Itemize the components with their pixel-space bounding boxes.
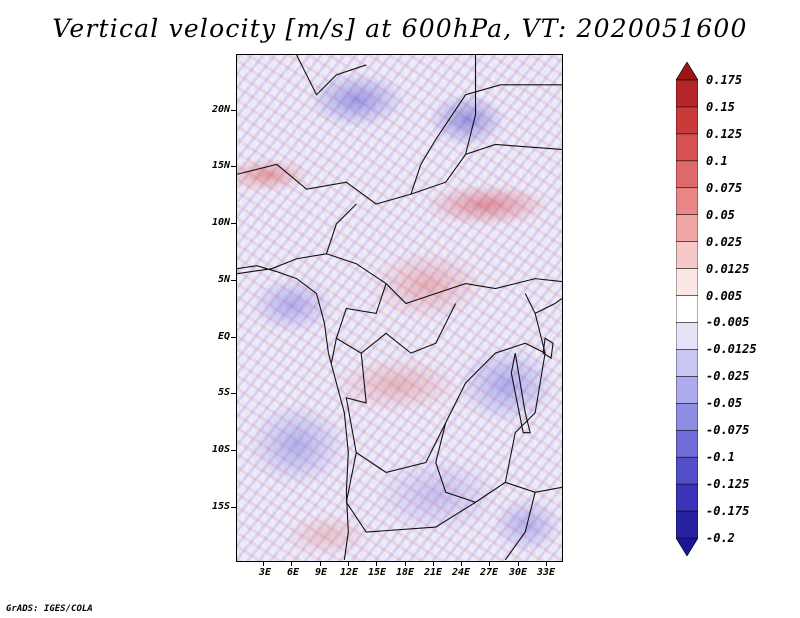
colorbar-level-label: 0.025 [706, 234, 743, 249]
lon-label: 3E [258, 567, 272, 578]
colorbar-swatch [676, 295, 698, 324]
colorbar-swatch [676, 106, 698, 135]
country-borders [237, 55, 562, 560]
colorbar-level-label: -0.05 [706, 396, 743, 411]
colorbar-swatch [676, 187, 698, 216]
lon-label: 30E [508, 567, 528, 578]
lake-outline [510, 353, 531, 434]
x-tickmark [263, 562, 264, 566]
colorbar-swatch [676, 79, 698, 108]
lat-label: 15S [211, 501, 230, 512]
grads-credit: GrADS: IGES/COLA [6, 604, 93, 614]
y-tickmark [231, 337, 236, 338]
colorbar-swatch [676, 133, 698, 162]
lat-label: 15N [211, 160, 230, 171]
colorbar-level-label: 0.005 [706, 288, 743, 303]
border-line [296, 55, 367, 96]
colorbar-level-label: 0.05 [706, 207, 735, 222]
border-line [330, 283, 387, 364]
colorbar-swatch [676, 537, 698, 556]
border-line [345, 452, 562, 533]
colorbar-swatch [676, 160, 698, 189]
lon-label: 33E [536, 567, 556, 578]
lat-label: EQ [217, 331, 230, 342]
colorbar-swatch [676, 349, 698, 378]
y-tickmark [231, 110, 236, 111]
colorbar-swatch [676, 62, 698, 81]
colorbar-level-label: 0.15 [706, 99, 735, 114]
colorbar-level-label: 0.1 [706, 153, 728, 168]
lon-label: 15E [367, 567, 387, 578]
colorbar [676, 62, 698, 556]
lon-label: 6E [286, 567, 300, 578]
border-line [410, 84, 562, 195]
border-line [237, 143, 562, 205]
colorbar-swatch [676, 322, 698, 351]
colorbar-swatch [676, 376, 698, 404]
colorbar-level-label: -0.025 [706, 369, 750, 384]
x-tickmark [518, 562, 519, 566]
colorbar-level-label: -0.0125 [706, 342, 757, 357]
colorbar-swatch [676, 429, 698, 458]
y-tickmark [231, 280, 236, 281]
border-line [534, 298, 562, 314]
border-line [336, 303, 457, 354]
coastline [237, 265, 349, 560]
y-tickmark [231, 166, 236, 167]
y-tickmark [231, 393, 236, 394]
colorbar-swatch [676, 241, 698, 270]
x-tickmark [461, 562, 462, 566]
lon-label: 21E [423, 567, 443, 578]
lake-outline [542, 337, 554, 360]
border-line [504, 492, 536, 560]
chart-title: Vertical velocity [m/s] at 600hPa, VT: 2… [52, 14, 748, 43]
y-tickmark [231, 507, 236, 508]
lon-label: 9E [314, 567, 328, 578]
colorbar-swatch [676, 214, 698, 243]
x-tickmark [291, 562, 292, 566]
y-tickmark [231, 450, 236, 451]
map-plot-area [236, 54, 563, 562]
border-line [465, 55, 477, 155]
lon-label: 27E [479, 567, 499, 578]
colorbar-level-label: -0.1 [706, 450, 735, 465]
colorbar-swatch [676, 456, 698, 485]
x-tickmark [376, 562, 377, 566]
x-tickmark [433, 562, 434, 566]
lon-label: 12E [339, 567, 359, 578]
colorbar-level-label: 0.075 [706, 180, 743, 195]
lon-label: 24E [451, 567, 471, 578]
colorbar-level-label: -0.2 [706, 531, 735, 545]
colorbar-level-label: -0.175 [706, 504, 750, 519]
border-line [237, 253, 562, 305]
colorbar-swatch [676, 402, 698, 431]
border-line [325, 203, 357, 254]
y-tickmark [231, 223, 236, 224]
colorbar-level-label: 0.0125 [706, 261, 750, 276]
x-tickmark [405, 562, 406, 566]
x-tickmark [489, 562, 490, 566]
border-line [345, 342, 546, 474]
colorbar-swatch [676, 483, 698, 512]
lat-label: 5N [217, 274, 230, 285]
lat-label: 20N [211, 104, 230, 115]
colorbar-level-label: 0.125 [706, 126, 743, 141]
border-line [435, 422, 476, 503]
colorbar-level-label: -0.125 [706, 477, 750, 492]
x-tickmark [546, 562, 547, 566]
lat-label: 10N [211, 217, 230, 228]
colorbar-level-label: 0.175 [706, 73, 743, 87]
colorbar-level-label: -0.005 [706, 315, 750, 330]
lat-label: 5S [217, 387, 230, 398]
x-tickmark [320, 562, 321, 566]
vertical-velocity-field [237, 55, 562, 561]
lon-label: 18E [395, 567, 415, 578]
colorbar-swatch [676, 510, 698, 539]
x-tickmark [348, 562, 349, 566]
colorbar-swatch [676, 268, 698, 297]
colorbar-level-label: -0.075 [706, 423, 750, 438]
lat-label: 10S [211, 444, 230, 455]
border-line [504, 293, 546, 483]
